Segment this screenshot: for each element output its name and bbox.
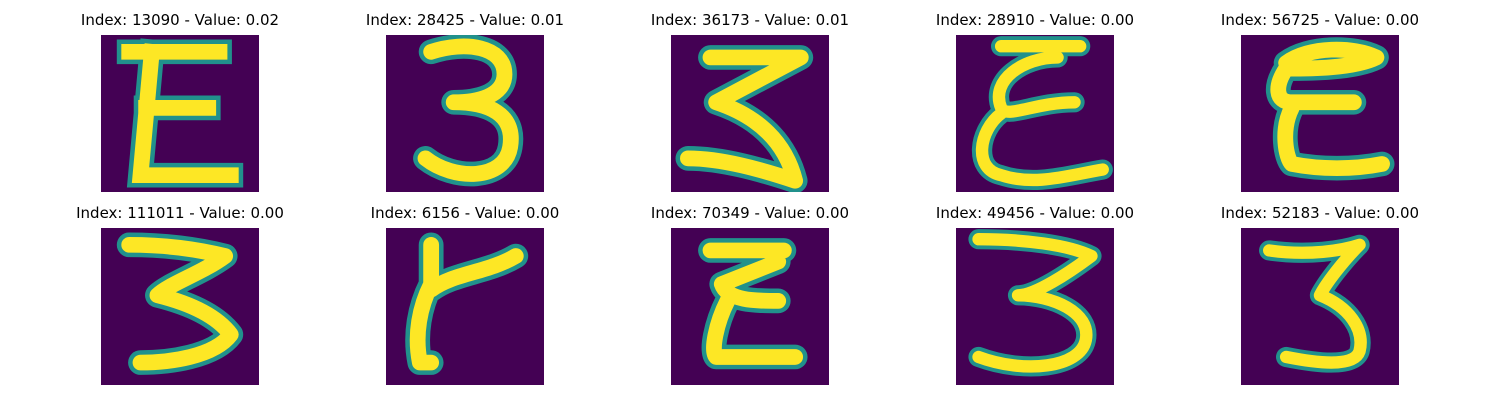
image-panel: Index: 36173 - Value: 0.01 (600, 0, 900, 192)
panel-title: Index: 6156 - Value: 0.00 (370, 204, 560, 222)
digit-image (386, 228, 544, 385)
digit-image (386, 35, 544, 192)
panel-title: Index: 49456 - Value: 0.00 (935, 204, 1135, 222)
image-panel: Index: 6156 - Value: 0.00 (315, 193, 615, 385)
digit-image (671, 228, 829, 385)
digit-image (1241, 35, 1399, 192)
image-panel: Index: 70349 - Value: 0.00 (600, 193, 900, 385)
image-panel: Index: 56725 - Value: 0.00 (1170, 0, 1470, 192)
digit-image (101, 35, 259, 192)
image-panel: Index: 52183 - Value: 0.00 (1170, 193, 1470, 385)
image-panel: Index: 13090 - Value: 0.02 (30, 0, 330, 192)
image-panel: Index: 28425 - Value: 0.01 (315, 0, 615, 192)
panel-title: Index: 13090 - Value: 0.02 (80, 11, 280, 29)
panel-title: Index: 111011 - Value: 0.00 (76, 204, 284, 222)
panel-title: Index: 36173 - Value: 0.01 (650, 11, 850, 29)
digit-image (671, 35, 829, 192)
digit-image (956, 228, 1114, 385)
digit-image (101, 228, 259, 385)
image-panel: Index: 49456 - Value: 0.00 (885, 193, 1185, 385)
panel-title: Index: 52183 - Value: 0.00 (1220, 204, 1420, 222)
panel-title: Index: 56725 - Value: 0.00 (1220, 11, 1420, 29)
image-panel: Index: 111011 - Value: 0.00 (30, 193, 330, 385)
panel-title: Index: 28425 - Value: 0.01 (365, 11, 565, 29)
panel-title: Index: 28910 - Value: 0.00 (935, 11, 1135, 29)
panel-title: Index: 70349 - Value: 0.00 (650, 204, 850, 222)
image-panel: Index: 28910 - Value: 0.00 (885, 0, 1185, 192)
digit-image (956, 35, 1114, 192)
digit-image (1241, 228, 1399, 385)
